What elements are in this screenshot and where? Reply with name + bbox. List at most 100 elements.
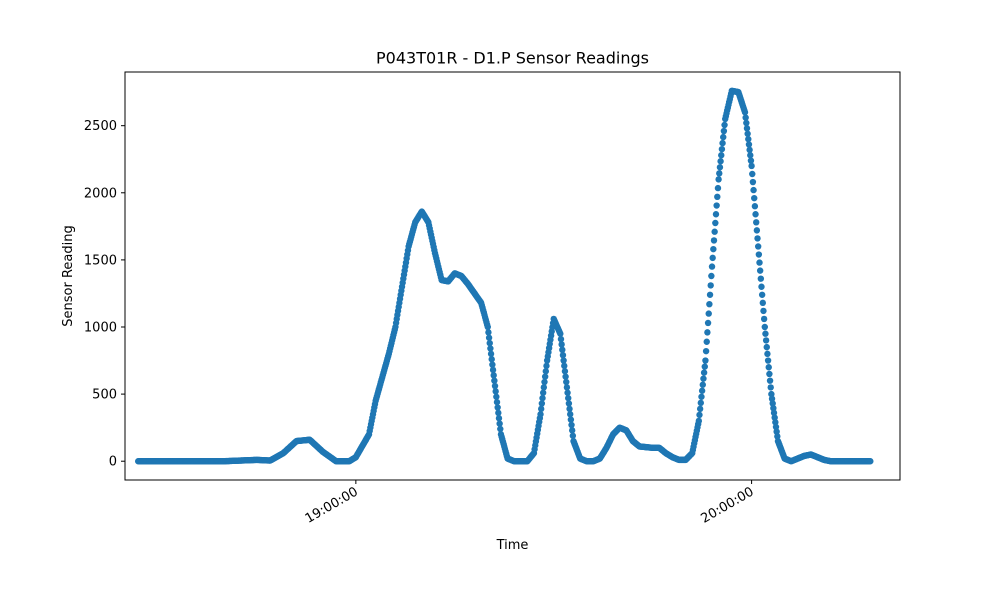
data-point: [714, 184, 722, 192]
data-point: [485, 329, 492, 336]
data-point: [747, 152, 754, 159]
data-point: [700, 369, 708, 376]
data-point: [564, 389, 571, 396]
data-point: [563, 378, 570, 386]
data-point: [770, 409, 778, 417]
data-point: [746, 146, 753, 154]
data-point: [754, 235, 761, 242]
data-point: [712, 211, 720, 218]
y-tick-label: 0: [109, 455, 117, 470]
data-point: [762, 330, 769, 337]
data-point: [538, 400, 546, 407]
data-point: [702, 347, 710, 355]
data-point: [711, 228, 718, 235]
x-axis: 19:00:00 20:00:00: [303, 480, 757, 527]
data-point: [699, 381, 706, 388]
data-point: [714, 193, 721, 201]
data-point: [563, 384, 571, 391]
data-point: [537, 411, 544, 418]
data-point: [566, 405, 573, 413]
data-point: [749, 178, 757, 186]
data-point: [768, 395, 776, 402]
data-point: [751, 203, 759, 210]
axes-frame: [124, 71, 901, 481]
data-point: [750, 186, 757, 194]
data-point: [752, 211, 759, 218]
data-point: [493, 393, 500, 400]
data-point: [708, 272, 715, 280]
data-point: [559, 351, 567, 359]
data-point: [867, 458, 874, 465]
data-point: [488, 356, 495, 363]
data-point: [749, 170, 756, 178]
data-point: [708, 263, 716, 270]
data-point: [744, 130, 751, 137]
data-point: [565, 394, 572, 402]
data-point: [770, 405, 777, 412]
data-point: [557, 335, 565, 343]
y-tick-label: 2000: [84, 186, 117, 201]
data-point: [695, 417, 703, 425]
x-tick-label: 20:00:00: [699, 484, 757, 526]
data-point: [560, 357, 567, 364]
data-point: [766, 370, 773, 378]
data-point: [715, 176, 722, 183]
data-point: [710, 237, 718, 244]
data-point: [487, 350, 495, 358]
data-point: [751, 194, 758, 202]
data-point: [696, 405, 704, 413]
data-point: [496, 420, 503, 427]
data-point: [702, 357, 709, 364]
y-tick-label: 1000: [84, 321, 117, 336]
data-point: [707, 282, 714, 289]
data-point: [709, 254, 716, 262]
data-point: [557, 330, 564, 337]
data-point: [568, 421, 575, 429]
data-point: [762, 337, 770, 344]
data-point: [771, 414, 778, 421]
data-point: [541, 373, 549, 380]
data-point: [774, 433, 781, 440]
y-tick-label: 1500: [84, 253, 117, 268]
data-point: [756, 259, 763, 266]
data-point: [489, 366, 497, 374]
data-point: [743, 125, 751, 132]
data-point: [704, 319, 712, 327]
data-point: [760, 307, 767, 315]
data-point: [492, 388, 499, 395]
data-point: [558, 341, 565, 348]
data-point: [542, 368, 550, 375]
data-point: [698, 387, 706, 394]
data-point: [745, 135, 752, 143]
chart-title: P043T01R - D1.P Sensor Readings: [376, 49, 649, 68]
data-point: [705, 310, 712, 317]
data-point: [763, 343, 770, 351]
data-point: [716, 164, 724, 171]
data-point: [769, 400, 776, 407]
data-point: [745, 141, 753, 148]
data-point: [704, 329, 711, 336]
data-point: [747, 157, 755, 164]
data-point: [698, 393, 705, 400]
data-point: [495, 409, 502, 417]
data-point: [755, 251, 763, 258]
data-point: [567, 416, 575, 423]
data-point: [764, 357, 772, 364]
y-axis: 0 500 1000 1500 2000 2500: [84, 119, 125, 470]
data-point: [768, 390, 775, 398]
data-point: [754, 243, 762, 250]
data-point: [565, 400, 573, 407]
data-point: [741, 109, 749, 116]
data-point: [758, 291, 766, 298]
data-points: [134, 87, 874, 465]
data-point: [568, 427, 576, 434]
data-point: [753, 219, 760, 226]
x-tick-label: 19:00:00: [303, 484, 361, 526]
data-point: [697, 399, 705, 407]
data-point: [569, 432, 577, 439]
y-tick-label: 2500: [84, 119, 117, 134]
data-point: [764, 350, 771, 358]
data-point: [541, 378, 548, 386]
y-axis-label: Sensor Reading: [61, 225, 76, 326]
